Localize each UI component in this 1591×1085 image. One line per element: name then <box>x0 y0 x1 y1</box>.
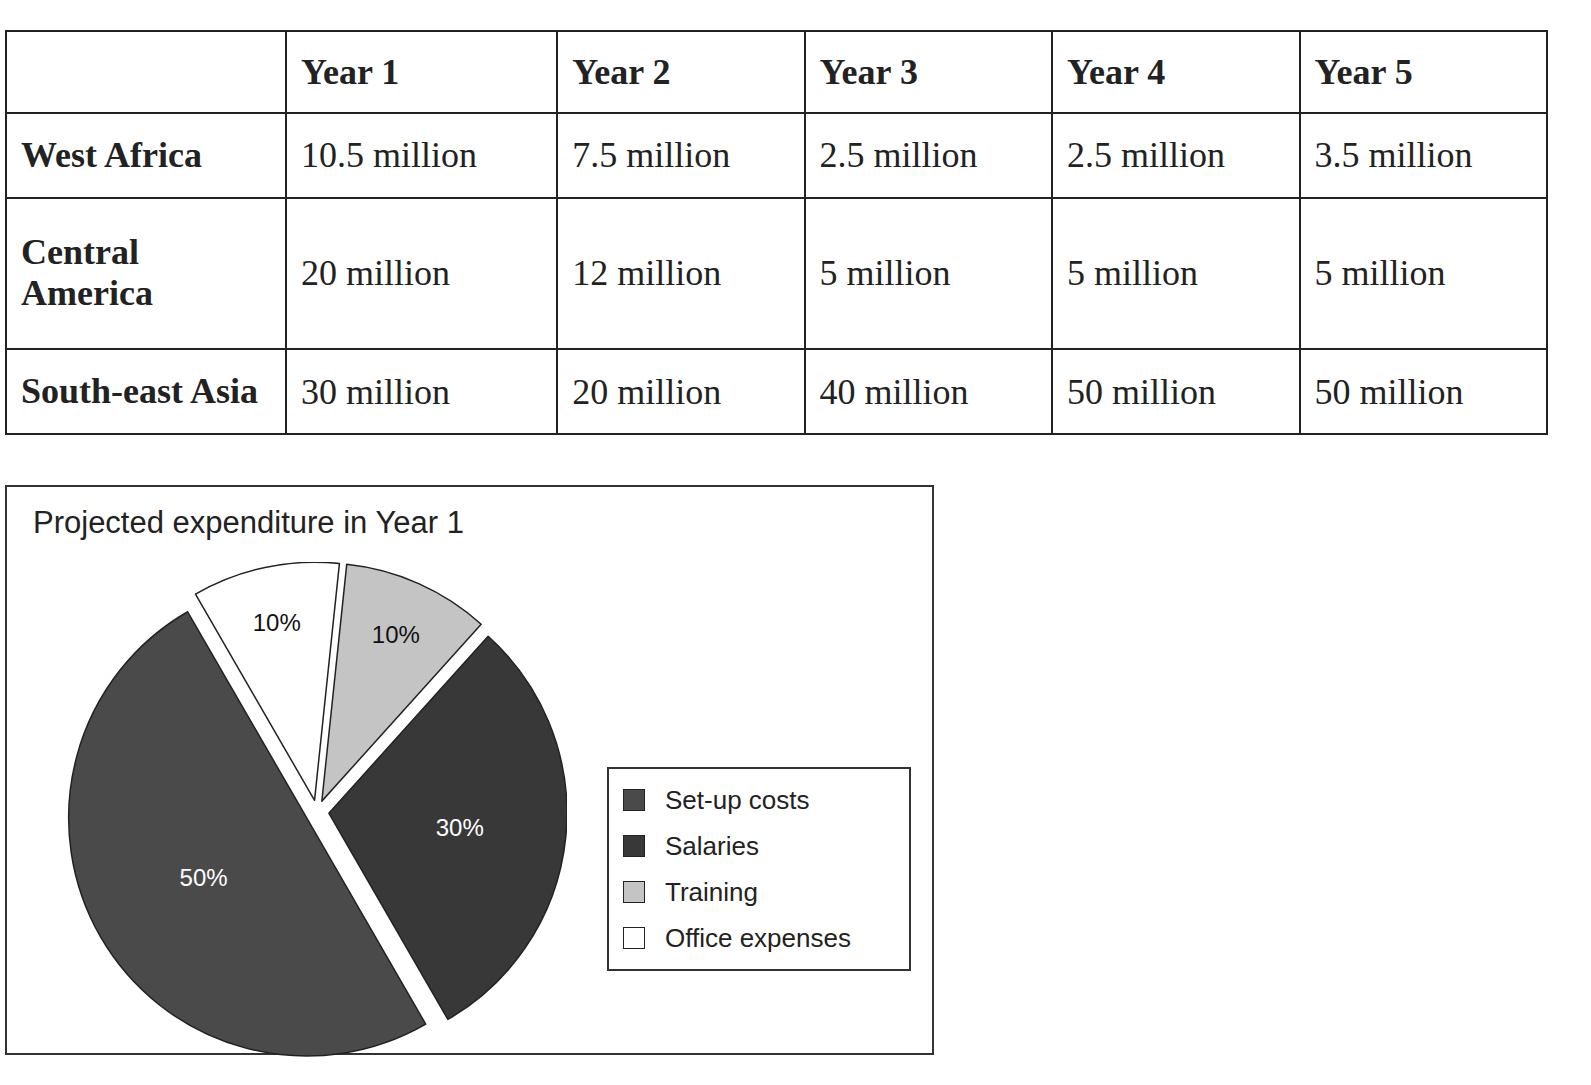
html-text:South-east Asia: South-east Asia <box>21 370 258 411</box>
html-text:10.5 million: 10.5 million <box>301 135 477 176</box>
svg-text:30%: 30% <box>436 814 484 841</box>
html-text:Year 5: Year 5 <box>1314 52 1413 92</box>
html-text:50 million: 50 million <box>1314 371 1464 412</box>
svg-text:50%: 50% <box>180 864 228 891</box>
html-text:Year 4: Year 4 <box>1067 52 1166 92</box>
html-text:5 million: 5 million <box>1067 253 1199 294</box>
html-text:7.5 million: 7.5 million <box>572 135 731 176</box>
html-text:20 million: 20 million <box>572 371 722 412</box>
html-text:12 million: 12 million <box>572 253 722 294</box>
html-text:30 million: 30 million <box>301 371 450 412</box>
html-text:Set-up costs: Set-up costs <box>665 784 810 815</box>
html-text:Office expenses: Office expenses <box>665 922 851 953</box>
html-text:40 million: 40 million <box>819 371 969 412</box>
html-text:5 million: 5 million <box>1314 253 1446 294</box>
html-text:20 million: 20 million <box>301 253 450 294</box>
html-text:50 million: 50 million <box>1067 371 1217 412</box>
svg-text:10%: 10% <box>372 621 420 648</box>
html-text:3.5 million: 3.5 million <box>1314 135 1473 176</box>
html-text:Projected expenditure in Year: Projected expenditure in Year 1 <box>33 505 464 540</box>
html-text:Year 3: Year 3 <box>819 52 918 92</box>
html-text:2.5 million: 2.5 million <box>1067 135 1226 176</box>
html-text:Year 2: Year 2 <box>572 52 671 92</box>
html-text:Central America: Central America <box>21 232 153 314</box>
html-text:Salaries: Salaries <box>665 830 759 861</box>
html-text:Year 1: Year 1 <box>301 52 400 92</box>
html-text:5 million: 5 million <box>819 253 951 294</box>
html-text:2.5 million: 2.5 million <box>819 135 978 176</box>
svg-text:10%: 10% <box>253 609 301 636</box>
html-text:West Africa: West Africa <box>21 134 202 175</box>
html-text:Training: Training <box>665 876 758 907</box>
